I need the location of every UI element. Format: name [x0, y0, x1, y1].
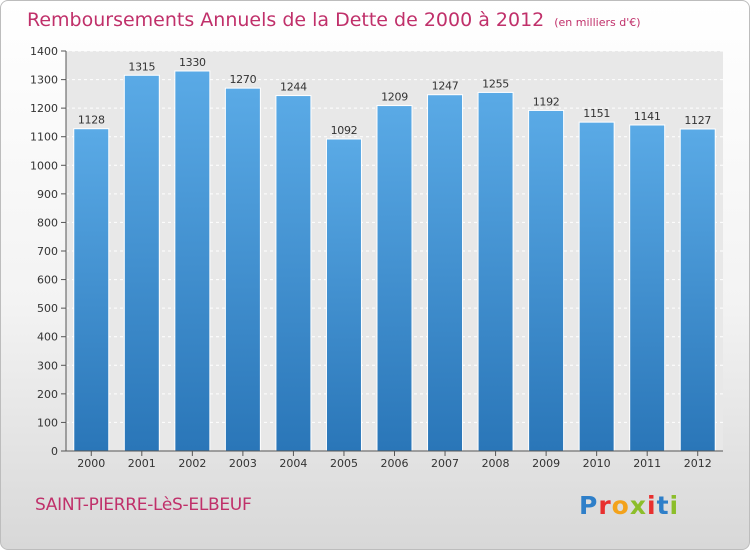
- y-tick-label: 800: [37, 216, 58, 229]
- logo-letter: x: [629, 491, 647, 520]
- data-label: 1330: [179, 56, 206, 69]
- bar: [578, 121, 615, 452]
- logo-letter: i: [647, 491, 657, 520]
- bar: [325, 138, 362, 452]
- chart-unit: (en milliers d'€): [554, 16, 641, 29]
- data-label: 1128: [78, 114, 105, 127]
- bar: [679, 128, 716, 452]
- y-tick-label: 0: [51, 445, 58, 458]
- x-tick-label: 2005: [330, 457, 358, 470]
- logo-letter: r: [598, 491, 612, 520]
- y-tick-label: 1400: [30, 45, 58, 58]
- logo-letter: i: [669, 491, 680, 520]
- data-label: 1127: [684, 114, 711, 127]
- bar: [629, 124, 666, 452]
- bar: [528, 109, 565, 452]
- y-tick-label: 700: [37, 245, 58, 258]
- y-tick-label: 1100: [30, 131, 58, 144]
- bar: [275, 95, 312, 452]
- y-tick-label: 200: [37, 388, 58, 401]
- logo-letter: P: [579, 491, 599, 520]
- bar: [376, 105, 413, 452]
- chart-title-text: Remboursements Annuels de la Dette de 20…: [27, 9, 545, 31]
- data-label: 1209: [381, 91, 408, 104]
- y-tick-label: 1200: [30, 102, 58, 115]
- data-label: 1151: [583, 107, 610, 120]
- x-tick-label: 2009: [532, 457, 560, 470]
- data-label: 1141: [634, 110, 661, 123]
- y-tick-label: 600: [37, 274, 58, 287]
- y-tick-label: 500: [37, 302, 58, 315]
- bar: [427, 94, 464, 452]
- data-label: 1270: [229, 73, 256, 86]
- x-tick-label: 2003: [229, 457, 257, 470]
- y-tick-label: 1000: [30, 159, 58, 172]
- y-tick-label: 100: [37, 416, 58, 429]
- logo-letter: t: [656, 491, 670, 520]
- bar: [73, 128, 110, 452]
- data-label: 1092: [331, 124, 358, 137]
- x-tick-label: 2006: [381, 457, 409, 470]
- logo-letter: o: [611, 491, 630, 520]
- bar: [477, 91, 514, 452]
- y-tick-label: 400: [37, 331, 58, 344]
- data-label: 1244: [280, 81, 307, 94]
- x-tick-label: 2007: [431, 457, 459, 470]
- data-label: 1255: [482, 77, 509, 90]
- x-tick-label: 2000: [77, 457, 105, 470]
- data-label: 1192: [533, 95, 560, 108]
- place-name: SAINT-PIERRE-LèS-ELBEUF: [35, 495, 252, 515]
- x-tick-label: 2008: [482, 457, 510, 470]
- data-label: 1315: [128, 60, 155, 73]
- bar-chart: 0 100 200 300 400 500 600 700 800 900 1000 1100 1200…: [30, 45, 723, 470]
- chart-title: Remboursements Annuels de la Dette de 20…: [27, 9, 641, 31]
- x-tick-label: 2001: [128, 457, 156, 470]
- bar: [123, 74, 160, 452]
- bar: [174, 70, 211, 452]
- x-tick-label: 2011: [633, 457, 661, 470]
- y-tick-label: 300: [37, 359, 58, 372]
- bar: [224, 87, 261, 452]
- proxiti-logo: Proxiti: [579, 491, 679, 520]
- y-tick-label: 1300: [30, 74, 58, 87]
- x-tick-label: 2002: [178, 457, 206, 470]
- data-label: 1247: [432, 80, 459, 93]
- x-tick-label: 2012: [684, 457, 712, 470]
- x-tick-label: 2004: [279, 457, 307, 470]
- y-tick-label: 900: [37, 188, 58, 201]
- x-tick-label: 2010: [583, 457, 611, 470]
